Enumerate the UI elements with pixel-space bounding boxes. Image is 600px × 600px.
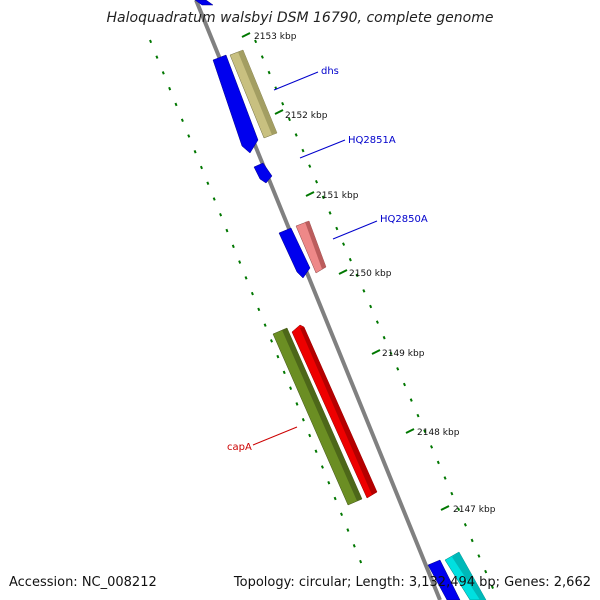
feature-capa-reverse[interactable] [272, 327, 363, 506]
feature-capa-forward[interactable] [291, 324, 378, 499]
gene-label-capa[interactable]: capA [227, 442, 252, 453]
feature-bottom-blue-cds[interactable] [427, 559, 461, 600]
tick-2147 [440, 505, 450, 511]
scale-label-2153: 2153 kbp [254, 32, 297, 42]
hq2851a-leader-line [299, 139, 346, 159]
feature-hq2850a[interactable] [295, 220, 327, 274]
outer-ruler-track [254, 39, 499, 600]
dhs-leader-line [273, 71, 319, 91]
feature-dhs[interactable] [229, 49, 278, 139]
scale-label-2151: 2151 kbp [316, 191, 359, 201]
hq2850a-leader-line [332, 220, 378, 240]
feature-top-blue [194, 0, 214, 6]
scale-label-2150: 2150 kbp [349, 269, 392, 279]
tick-2148 [405, 428, 415, 434]
tick-2151 [305, 191, 315, 197]
scale-label-2147: 2147 kbp [453, 505, 496, 515]
accession-text: Accession: NC_008212 [9, 575, 157, 590]
feature-hq2850a-blue-cds[interactable] [278, 227, 311, 279]
gene-label-dhs[interactable]: dhs [321, 66, 339, 77]
tick-2153 [241, 32, 251, 38]
scale-label-2148: 2148 kbp [417, 428, 460, 438]
tick-2150 [338, 269, 348, 275]
gene-label-hq2850a[interactable]: HQ2850A [380, 214, 428, 225]
topology-summary-text: Topology: circular; Length: 3,132,494 bp… [233, 575, 591, 590]
capa-leader-line [252, 426, 298, 446]
gene-label-hq2851a[interactable]: HQ2851A [348, 135, 396, 146]
scale-label-2152: 2152 kbp [285, 111, 328, 121]
feature-bottom-cyan[interactable] [444, 551, 487, 600]
scale-ticks [241, 32, 450, 511]
tick-2152 [274, 109, 284, 115]
feature-dhs-blue-cds[interactable] [212, 54, 259, 154]
feature-hq2851a-blue-cds[interactable] [253, 162, 273, 184]
map-title: Haloquadratum walsbyi DSM 16790, complet… [107, 10, 494, 26]
scale-label-2149: 2149 kbp [382, 349, 425, 359]
tick-2149 [371, 349, 381, 355]
